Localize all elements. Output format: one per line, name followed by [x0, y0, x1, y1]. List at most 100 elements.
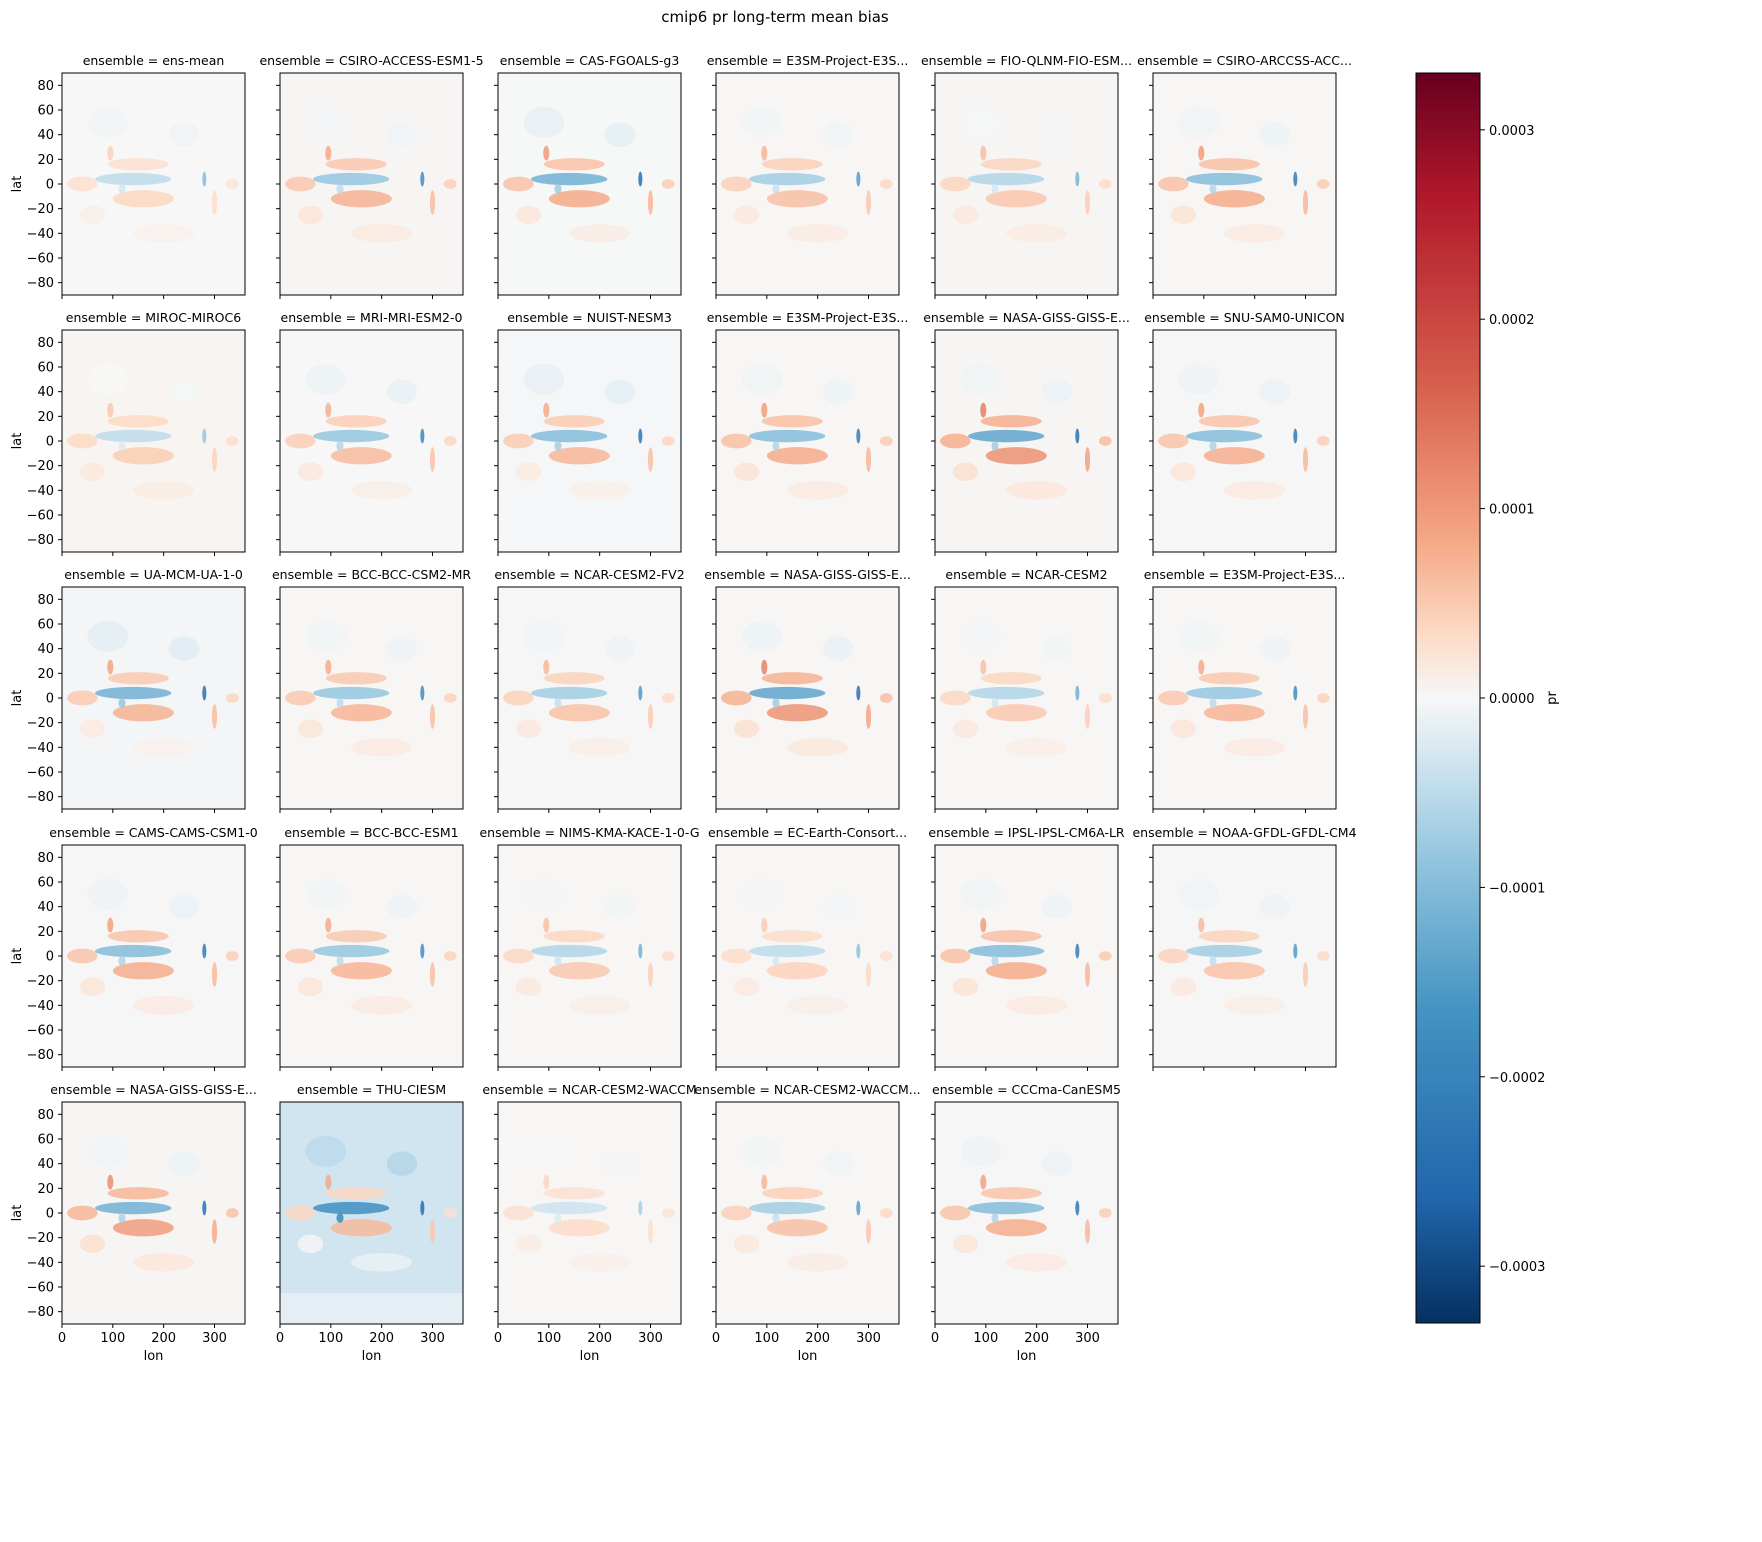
- bias-feature: [112, 447, 174, 465]
- y-tick-label: −40: [27, 999, 54, 1014]
- y-tick-label: −20: [27, 716, 54, 731]
- bias-feature: [211, 962, 218, 987]
- bias-feature: [940, 948, 971, 964]
- panel-field: [280, 587, 463, 809]
- bias-feature: [133, 738, 195, 757]
- panel-title: ensemble = NASA-GISS-GISS-E...: [704, 567, 911, 582]
- bias-feature: [1316, 436, 1330, 446]
- bias-feature: [305, 620, 347, 652]
- bias-feature: [1084, 1219, 1091, 1244]
- bias-feature: [305, 878, 347, 910]
- bias-feature: [960, 1135, 1002, 1167]
- panel-title: ensemble = NCAR-CESM2-FV2: [494, 567, 684, 582]
- x-tick-label: 0: [494, 1331, 502, 1346]
- bias-feature: [1041, 379, 1073, 404]
- bias-feature: [960, 878, 1002, 910]
- bias-feature: [741, 620, 783, 652]
- bias-feature: [749, 172, 826, 186]
- bias-feature: [647, 190, 654, 215]
- bias-feature: [95, 172, 172, 186]
- bias-feature: [1198, 659, 1205, 675]
- bias-feature: [386, 1151, 418, 1176]
- colorbar-gradient: [1415, 72, 1481, 1324]
- bias-feature: [952, 205, 979, 225]
- colorbar-tick-label: −0.0001: [1489, 881, 1545, 896]
- x-tick-label: 100: [973, 1331, 998, 1346]
- bias-feature: [1006, 481, 1068, 500]
- bias-feature: [554, 956, 562, 966]
- bias-feature: [336, 956, 344, 966]
- bias-feature: [985, 447, 1047, 465]
- panel-title: ensemble = NCAR-CESM2: [945, 567, 1107, 582]
- bias-feature: [940, 176, 971, 192]
- bias-feature: [133, 996, 195, 1015]
- bias-feature: [225, 693, 239, 703]
- bias-feature: [1203, 447, 1265, 465]
- y-tick-label: −40: [27, 484, 54, 499]
- bias-feature: [1041, 894, 1073, 919]
- bias-feature: [1209, 441, 1217, 451]
- bias-feature: [386, 379, 418, 404]
- bias-feature: [1293, 685, 1298, 701]
- bias-feature: [741, 1135, 783, 1167]
- y-tick-label: 60: [37, 876, 54, 891]
- bias-feature: [761, 415, 823, 428]
- bias-feature: [543, 659, 550, 675]
- bias-feature: [761, 672, 823, 685]
- bias-feature: [420, 1200, 425, 1216]
- facet-panel: ensemble = BCC-BCC-CSM2-MR: [272, 567, 471, 813]
- bias-feature: [325, 415, 387, 428]
- bias-feature: [531, 944, 608, 958]
- bias-feature: [721, 948, 752, 964]
- bias-feature: [95, 429, 172, 443]
- bias-feature: [443, 951, 457, 961]
- bias-feature: [879, 436, 893, 446]
- bias-feature: [1075, 943, 1080, 959]
- x-tick-label: 200: [1024, 1331, 1049, 1346]
- panel-title: ensemble = E3SM-Project-E3S...: [1144, 567, 1346, 582]
- bias-feature: [879, 693, 893, 703]
- bias-feature: [733, 719, 760, 739]
- facet-panel: ensemble = FIO-QLNM-FIO-ESM...: [921, 53, 1132, 299]
- colorbar-tick-label: 0.0001: [1489, 503, 1535, 518]
- bias-feature: [569, 738, 631, 757]
- y-tick-label: 60: [37, 361, 54, 376]
- bias-feature: [1198, 672, 1260, 685]
- y-axis-label: lat: [10, 1205, 25, 1222]
- x-axis-label: lon: [1017, 1349, 1037, 1364]
- bias-feature: [968, 172, 1045, 186]
- bias-feature: [1316, 179, 1330, 189]
- panel-field: [935, 587, 1118, 809]
- bias-feature: [766, 704, 828, 722]
- bias-feature: [1302, 447, 1309, 472]
- y-tick-label: 80: [37, 851, 54, 866]
- bias-feature: [67, 948, 98, 964]
- y-tick-label: 0: [46, 692, 54, 707]
- bias-feature: [749, 429, 826, 443]
- bias-feature: [721, 690, 752, 706]
- bias-feature: [856, 685, 861, 701]
- y-tick-label: −60: [27, 509, 54, 524]
- bias-feature: [285, 948, 316, 964]
- panel-field: [280, 1102, 463, 1324]
- bias-feature: [305, 363, 347, 395]
- bias-feature: [1316, 693, 1330, 703]
- bias-feature: [297, 977, 324, 997]
- bias-feature: [761, 145, 768, 161]
- panel-title: ensemble = NOAA-GFDL-GFDL-CM4: [1132, 825, 1356, 840]
- x-tick-label: 100: [100, 1331, 125, 1346]
- bias-feature: [761, 930, 823, 943]
- bias-feature: [1259, 894, 1291, 919]
- panel-title: ensemble = FIO-QLNM-FIO-ESM...: [921, 53, 1132, 68]
- bias-feature: [1186, 172, 1263, 186]
- colorbar-label: pr: [1545, 691, 1560, 705]
- bias-feature: [1158, 690, 1189, 706]
- bias-feature: [107, 158, 169, 171]
- bias-feature: [443, 179, 457, 189]
- bias-feature: [548, 1219, 610, 1237]
- bias-feature: [772, 1213, 780, 1223]
- bias-feature: [87, 363, 129, 395]
- panel-title: ensemble = NCAR-CESM2-WACCM: [482, 1082, 696, 1097]
- bias-feature: [1203, 190, 1265, 208]
- y-tick-label: 20: [37, 153, 54, 168]
